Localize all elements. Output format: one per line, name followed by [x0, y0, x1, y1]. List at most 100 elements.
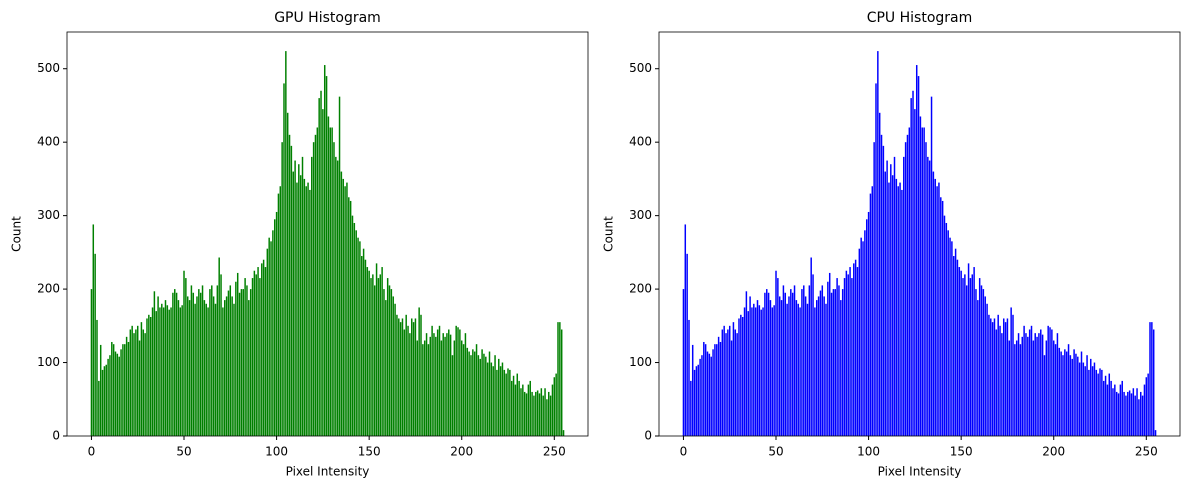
- bar: [501, 362, 504, 436]
- bar: [103, 366, 106, 436]
- bar: [455, 325, 457, 436]
- bar: [377, 278, 380, 436]
- y-tick-label: 500: [629, 61, 652, 75]
- bar: [967, 263, 970, 436]
- bar: [832, 289, 835, 436]
- bar: [244, 278, 246, 436]
- x-axis-label: Pixel Intensity: [878, 465, 962, 479]
- bar: [446, 333, 448, 436]
- bar: [364, 259, 367, 436]
- bar: [266, 248, 269, 436]
- bar: [945, 222, 948, 436]
- bar: [730, 340, 733, 436]
- bar: [227, 290, 230, 436]
- bar: [882, 145, 885, 436]
- bar: [216, 285, 219, 436]
- x-tick-label: 0: [88, 445, 96, 459]
- bar: [457, 327, 459, 436]
- bar: [222, 307, 224, 436]
- bar: [895, 178, 898, 436]
- bar: [518, 380, 520, 436]
- bar: [1114, 384, 1116, 436]
- bar: [1099, 368, 1101, 436]
- bar: [847, 274, 849, 436]
- bar: [359, 241, 361, 436]
- bar: [1117, 393, 1120, 436]
- bar: [1112, 388, 1114, 436]
- bar: [1032, 340, 1035, 436]
- bar: [199, 292, 202, 436]
- bar: [551, 384, 554, 436]
- bar: [962, 278, 964, 436]
- bar: [109, 355, 111, 436]
- bar: [516, 373, 519, 436]
- bar: [133, 333, 135, 436]
- bar: [268, 237, 270, 436]
- bar: [762, 307, 764, 436]
- bar: [693, 369, 696, 436]
- bar: [817, 296, 820, 436]
- bar: [201, 285, 204, 436]
- bar: [107, 358, 109, 436]
- bar: [1130, 393, 1133, 436]
- bar: [1008, 340, 1011, 436]
- bar: [706, 351, 709, 436]
- bar: [151, 307, 154, 436]
- bar: [843, 278, 846, 436]
- bar: [903, 156, 905, 436]
- bar: [149, 317, 152, 436]
- bar: [1064, 349, 1066, 436]
- bar: [177, 300, 180, 436]
- bar: [853, 263, 855, 436]
- bar: [153, 291, 156, 436]
- bar: [120, 349, 122, 436]
- y-tick-label: 200: [37, 282, 60, 296]
- bar: [997, 314, 999, 436]
- bar: [877, 51, 879, 437]
- bar: [1027, 336, 1029, 436]
- bar: [294, 160, 296, 436]
- bar: [453, 340, 456, 436]
- bar: [1128, 390, 1131, 436]
- bar: [684, 224, 687, 436]
- bar: [799, 307, 801, 436]
- bar: [527, 384, 530, 436]
- bar: [1093, 362, 1096, 436]
- bar: [901, 189, 903, 436]
- y-tick-label: 300: [37, 208, 60, 222]
- x-tick-label: 250: [1135, 445, 1158, 459]
- bar: [285, 51, 287, 437]
- bar: [1019, 344, 1022, 436]
- bar: [292, 171, 294, 436]
- bar: [988, 314, 990, 436]
- bar: [320, 90, 322, 436]
- bar: [370, 278, 372, 436]
- bar: [283, 83, 285, 436]
- bar: [953, 256, 955, 436]
- bar: [459, 329, 461, 436]
- bar: [514, 384, 517, 436]
- bar: [1049, 327, 1051, 436]
- bar: [275, 211, 278, 436]
- bar: [686, 253, 688, 436]
- bar: [719, 341, 722, 436]
- bar: [1078, 362, 1081, 436]
- bar: [344, 186, 346, 436]
- bar: [264, 267, 267, 436]
- bar: [436, 329, 439, 436]
- bar: [1097, 373, 1099, 436]
- bar: [801, 289, 803, 436]
- bar: [788, 296, 790, 436]
- bar: [322, 109, 324, 437]
- bar: [429, 336, 431, 436]
- bar: [878, 112, 881, 437]
- bar: [1051, 329, 1053, 436]
- bar: [451, 355, 454, 436]
- bar: [311, 156, 313, 436]
- y-tick-label: 0: [644, 429, 652, 443]
- bar: [749, 296, 751, 436]
- bar: [795, 300, 798, 436]
- bar: [964, 274, 966, 436]
- bar: [858, 248, 861, 436]
- bar: [960, 270, 962, 436]
